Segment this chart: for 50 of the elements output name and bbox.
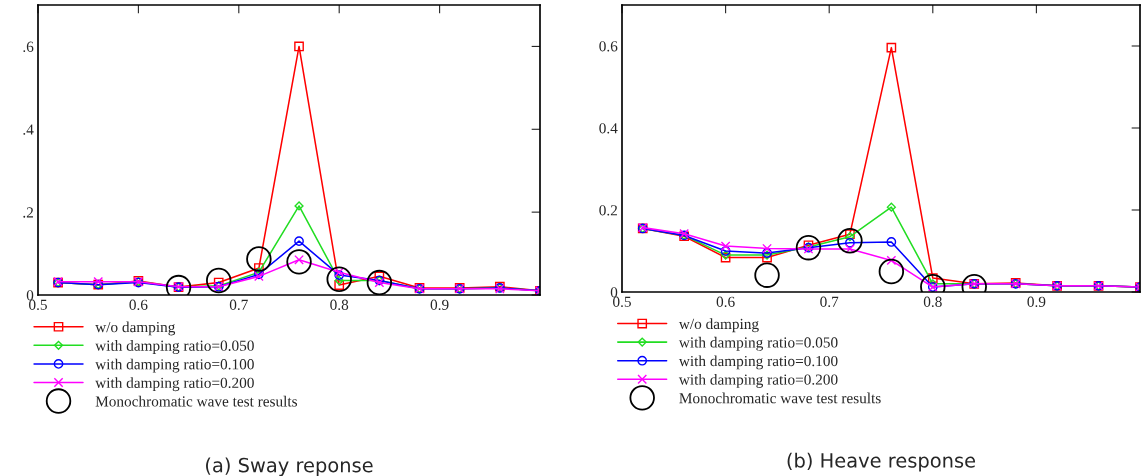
y-tick-label: 0: [26, 290, 34, 301]
x-tick-label: 0.6: [716, 296, 735, 307]
text: (b) Heave response: [787, 452, 976, 472]
x-tick-label: 0.9: [1027, 296, 1046, 307]
legend-label: w/o damping: [678, 318, 759, 333]
point: [754, 262, 780, 288]
legend-label: with damping ratio=0.200: [95, 377, 254, 392]
point: [326, 266, 352, 292]
point: [334, 280, 345, 290]
point: [294, 236, 304, 247]
point: [795, 235, 822, 261]
point: [762, 243, 772, 254]
y-tick-label: .6: [23, 41, 34, 52]
x-tick-label: 0.6: [129, 299, 148, 310]
text: (a) Sway reponse: [206, 457, 373, 476]
point: [878, 258, 905, 285]
y-tick-label: 0.6: [599, 41, 618, 52]
legend-label: with damping ratio=0.050: [678, 336, 838, 351]
point: [886, 202, 896, 212]
point: [206, 267, 232, 294]
x-tick-label: 0.7: [820, 296, 839, 307]
y-tick-label: 0.4: [599, 123, 618, 134]
point: [294, 201, 304, 211]
legend-label: w/o damping: [95, 321, 176, 336]
y-tick-label: 0.2: [599, 205, 617, 216]
x-tick-label: 0.8: [923, 296, 942, 307]
y-tick-label: 0: [610, 287, 618, 298]
point: [294, 41, 304, 52]
legend-label: with damping ratio=0.100: [95, 358, 254, 373]
y-tick-label: .4: [23, 124, 34, 135]
y-tick-label: .2: [23, 207, 33, 218]
x-tick-label: 0.5: [29, 299, 47, 310]
x-tick-label: 0.9: [430, 299, 449, 310]
x-tick-label: 0.7: [229, 299, 248, 310]
point: [246, 246, 272, 272]
point: [886, 255, 897, 266]
point: [720, 246, 731, 256]
legend-label: with damping ratio=0.050: [95, 340, 254, 354]
point: [366, 269, 393, 295]
point: [886, 42, 897, 53]
legend-label: Monochromatic wave test results: [95, 395, 298, 407]
point: [286, 249, 312, 275]
legend-label: with damping ratio=0.100: [678, 355, 838, 370]
x-tick-label: 0.8: [330, 299, 349, 310]
legend-label: with damping ratio=0.200: [678, 374, 838, 388]
point: [720, 241, 731, 251]
point: [886, 237, 897, 247]
x-tick-label: 0.5: [613, 296, 631, 307]
legend-label: Monochromatic wave test results: [679, 392, 881, 404]
point: [837, 228, 863, 254]
